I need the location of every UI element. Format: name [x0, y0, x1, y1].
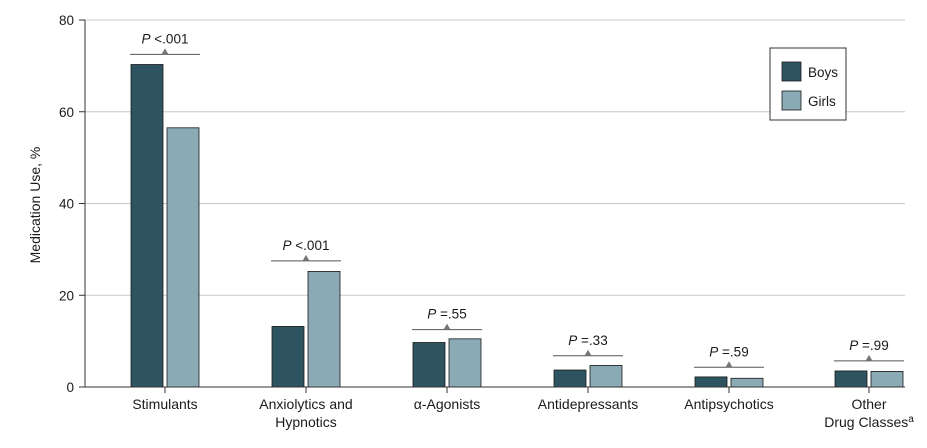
x-tick-label: α-Agonists	[414, 396, 480, 412]
legend-swatch-girls	[781, 90, 802, 111]
gridlines	[85, 19, 905, 296]
p-value-label: P <.001	[283, 238, 330, 253]
p-value-marker	[725, 361, 733, 368]
bar-girls	[307, 270, 341, 388]
legend: Boys Girls	[769, 47, 847, 121]
bar-girls	[448, 338, 482, 388]
p-value-marker	[865, 354, 873, 361]
x-tick-label: Anxiolytics and Hypnotics	[259, 396, 352, 430]
y-tick-label: 60	[59, 105, 74, 120]
x-tick-label: Other Drug Classesa	[824, 396, 914, 430]
p-value-label: P <.001	[142, 31, 189, 46]
bar-boys	[412, 342, 446, 388]
x-tick-label: Antidepressants	[538, 396, 638, 412]
p-value-marker	[161, 48, 169, 55]
p-value-label: P =.59	[709, 344, 748, 359]
bar-girls	[870, 371, 904, 388]
y-tick-label: 0	[66, 380, 74, 395]
y-tick-label: 40	[59, 197, 74, 212]
p-value-label: P =.55	[427, 307, 466, 322]
bar-boys	[271, 326, 305, 388]
p-value-label: P =.33	[568, 333, 607, 348]
y-tick-label: 80	[59, 13, 74, 28]
p-value-marker	[443, 323, 451, 330]
legend-label-boys: Boys	[808, 65, 838, 80]
y-axis-label: Medication Use, %	[27, 147, 43, 264]
bar-boys	[130, 64, 164, 388]
bar-girls	[166, 127, 200, 388]
x-axis: Stimulants Anxiolytics and Hypnotics α-Agon…	[85, 386, 914, 430]
bar-girls	[730, 377, 764, 388]
x-tick-label: Antipsychotics	[684, 396, 773, 412]
legend-label-girls: Girls	[808, 94, 836, 109]
p-value-marker	[302, 254, 310, 261]
x-tick-label: Stimulants	[132, 396, 197, 412]
bar-girls	[589, 365, 623, 388]
p-value-label: P =.99	[849, 338, 888, 353]
bar-boys	[834, 370, 868, 388]
y-axis: 0 20 40 60 80	[59, 13, 86, 395]
bar-boys	[553, 369, 587, 388]
legend-box	[769, 47, 847, 121]
p-value-annotations: P <.001 P <.001 P =.55 P =.33 P =.59 P =.99	[130, 31, 904, 368]
y-tick-label: 20	[59, 288, 74, 303]
bar-boys	[694, 376, 728, 388]
legend-swatch-boys	[781, 61, 802, 82]
p-value-marker	[584, 349, 592, 356]
